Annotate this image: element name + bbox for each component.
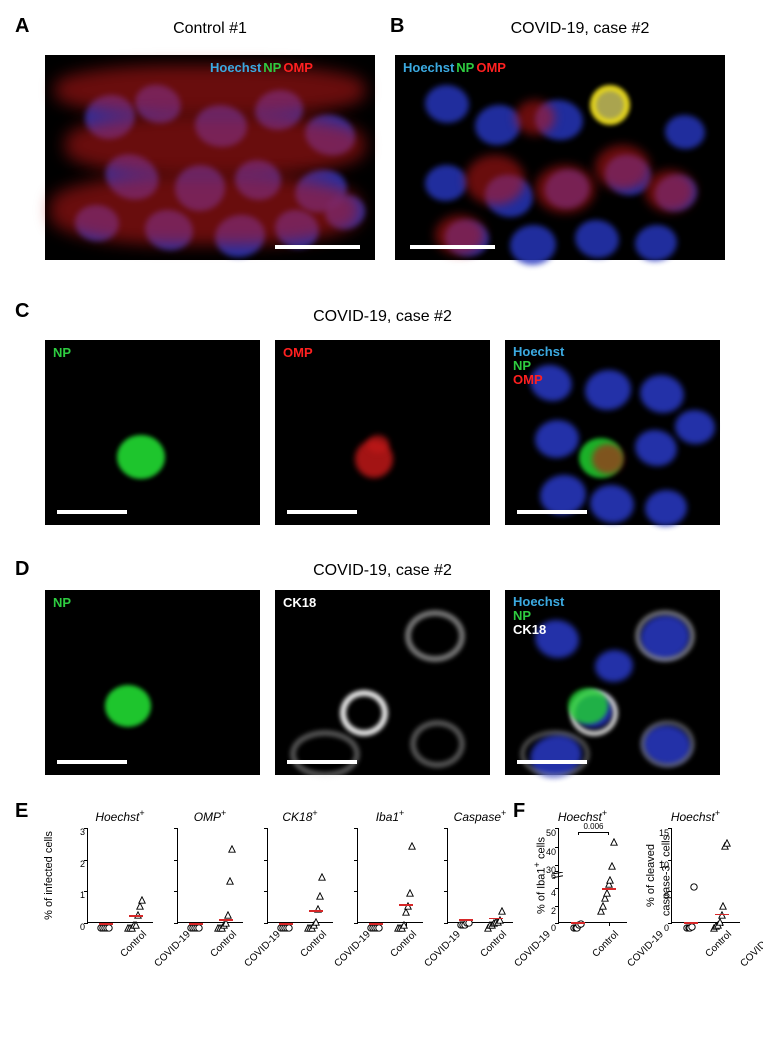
title-d: COVID-19, case #2 — [275, 562, 490, 580]
micrograph-c2: OMP — [275, 340, 490, 525]
micrograph-c1: NP — [45, 340, 260, 525]
title-b: COVID-19, case #2 — [450, 20, 710, 38]
panel-label-b: B — [390, 15, 404, 38]
micrograph-c3: HoechstNPOMP — [505, 340, 720, 525]
charts-f-container: Hoechst+% of Iba1+ cells02463040500.006C… — [530, 810, 750, 1020]
micrograph-a: HoechstNPOMP — [45, 55, 375, 260]
panel-label-d: D — [15, 558, 29, 581]
title-c: COVID-19, case #2 — [275, 308, 490, 326]
micrograph-d2: CK18 — [275, 590, 490, 775]
micrograph-d3: HoechstNPCK18 — [505, 590, 720, 775]
panel-label-c: C — [15, 300, 29, 323]
charts-e-container: % of infected cellsHoechst+0123ControlCO… — [45, 810, 505, 1020]
panel-label-a: A — [15, 15, 29, 38]
micrograph-b: HoechstNPOMP — [395, 55, 725, 260]
panel-label-e: E — [15, 800, 28, 823]
micrograph-d1: NP — [45, 590, 260, 775]
title-a: Control #1 — [100, 20, 320, 38]
